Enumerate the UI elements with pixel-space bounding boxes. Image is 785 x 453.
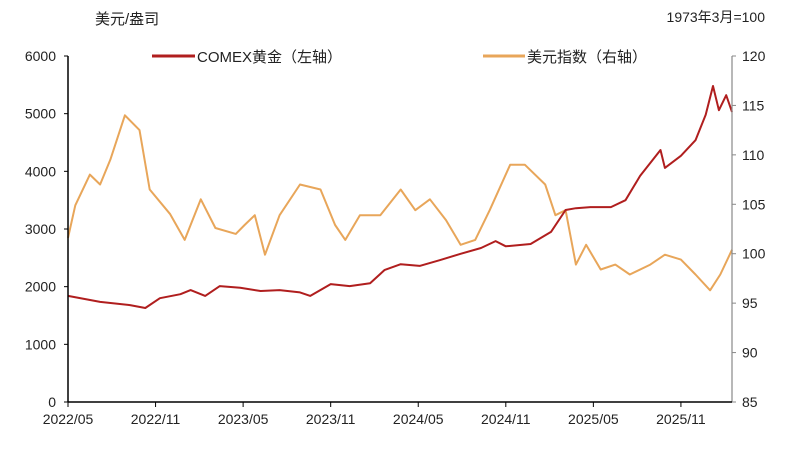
left-unit-label: 美元/盎司 — [95, 11, 159, 28]
left-tick-label: 6000 — [25, 48, 56, 64]
right-unit-label: 1973年3月=100 — [667, 9, 766, 25]
right-tick-label: 90 — [742, 345, 758, 361]
x-tick-label: 2025/05 — [568, 411, 619, 427]
right-tick-label: 115 — [742, 97, 765, 113]
left-tick-label: 1000 — [25, 336, 56, 352]
right-tick-label: 95 — [742, 295, 758, 311]
x-tick-label: 2025/11 — [656, 411, 706, 427]
legend-label-gold: COMEX黄金（左轴） — [197, 49, 342, 66]
right-tick-label: 85 — [742, 394, 758, 410]
right-tick-label: 105 — [742, 196, 766, 212]
x-tick-label: 2024/05 — [393, 411, 444, 427]
series-line-dxy — [67, 114, 733, 292]
x-tick-label: 2024/11 — [481, 411, 531, 427]
legend-label-dxy: 美元指数（右轴） — [527, 49, 647, 66]
right-tick-label: 110 — [742, 147, 765, 163]
right-tick-label: 100 — [742, 246, 766, 262]
legend: COMEX黄金（左轴） 美元指数（右轴） — [152, 49, 647, 66]
x-tick-label: 2022/11 — [131, 411, 181, 427]
x-tick-label: 2022/05 — [43, 411, 94, 427]
x-tick-label: 2023/11 — [306, 411, 356, 427]
series-line-gold — [67, 85, 733, 309]
left-tick-label: 4000 — [25, 163, 56, 179]
x-tick-label: 2023/05 — [218, 411, 269, 427]
left-tick-label: 0 — [48, 394, 56, 410]
left-tick-label: 2000 — [25, 279, 56, 295]
right-tick-label: 120 — [742, 48, 766, 64]
left-tick-label: 5000 — [25, 106, 56, 122]
left-tick-label: 3000 — [25, 221, 56, 237]
